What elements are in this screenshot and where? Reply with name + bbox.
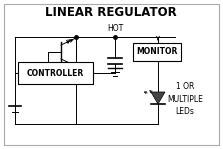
Text: HOT: HOT (107, 24, 123, 33)
Bar (133, 43, 181, 61)
Text: CONTROLLER: CONTROLLER (27, 69, 84, 77)
Text: 1 OR
MULTIPLE
LEDs: 1 OR MULTIPLE LEDs (167, 82, 203, 116)
Bar (18, 62, 93, 84)
Polygon shape (151, 92, 165, 104)
Text: LINEAR REGULATOR: LINEAR REGULATOR (45, 7, 177, 20)
Text: MONITOR: MONITOR (136, 48, 178, 56)
